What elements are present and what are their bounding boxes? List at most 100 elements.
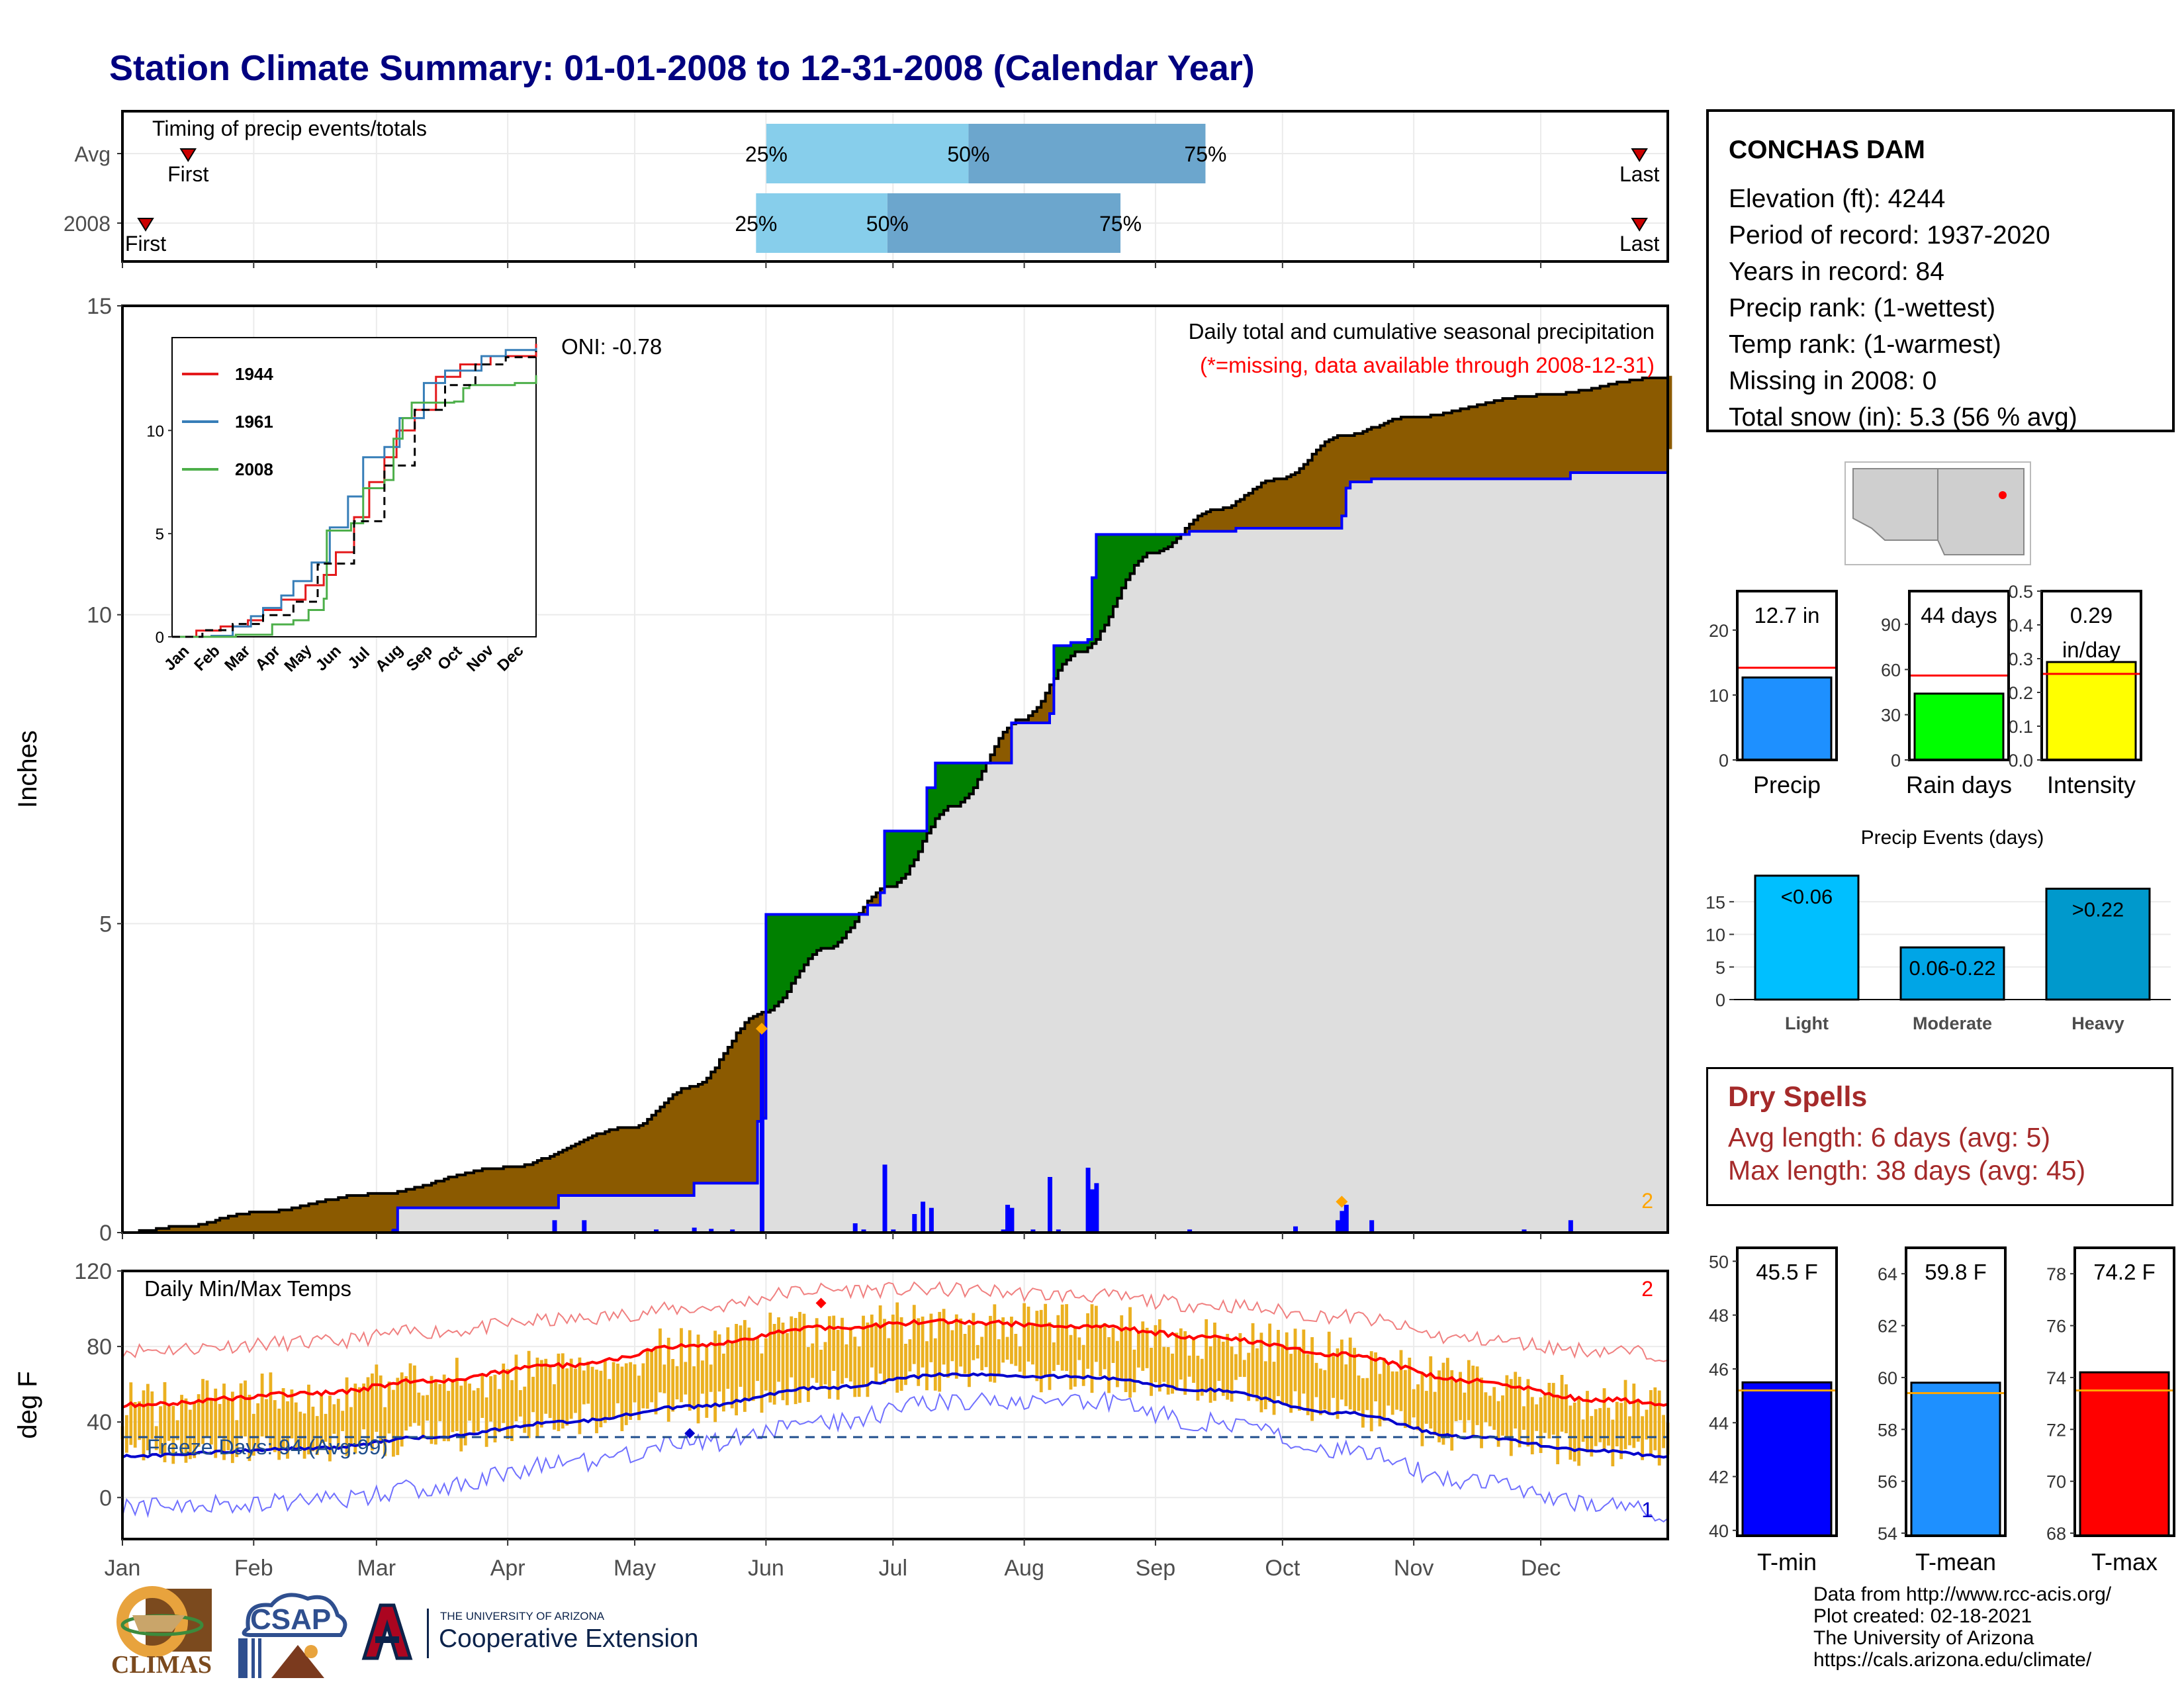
panel-axis-label: Intensity [2047,771,2136,798]
record-max-line [122,1281,1668,1362]
daily-precip-bar [1005,1205,1011,1233]
daily-precip-bar [929,1207,934,1233]
station-name: CONCHAS DAM [1729,136,1925,164]
precip-event-marker [755,1023,768,1035]
avg-cumulative-line [122,375,1669,1234]
small-panel-y-tick-label: 42 [1709,1468,1729,1487]
small-panel-y-tick-label: 60 [1878,1368,1897,1388]
small-panel-y-tick-label: 50 [1709,1252,1729,1272]
small-panel-frame [2073,1246,2175,1537]
small-panel-y-tick-label: 46 [1709,1360,1729,1380]
temp-y-tick-label: 40 [87,1410,112,1435]
timing-bar-q25-q50 [756,193,887,253]
events-y-tick-label: 5 [1715,958,1725,978]
panel-value-label: 44 days [1921,603,1997,628]
event-bar [2045,888,2151,1001]
last-event-marker [1631,218,1648,232]
first-event-marker [179,148,197,162]
precip-y-tick-label: 15 [87,294,112,319]
panel-value-label: 12.7 in [1754,603,1819,628]
small-panel-y-tick-label: 44 [1709,1413,1729,1433]
total-bar [2079,1371,2170,1537]
event-category-label: Moderate [1913,1013,1992,1033]
credit-line: Plot created: 02-18-2021 [1813,1605,2032,1627]
dry-spells-title: Dry Spells [1728,1081,1868,1113]
precip-deficit-area [139,375,1672,1233]
daily-precip-bar [1568,1220,1573,1233]
daily-precip-bar [1369,1220,1375,1233]
daily-precip-bar [882,1164,887,1233]
daily-precip-bar [1048,1177,1052,1233]
ua-divider [427,1609,429,1658]
daily-precip-bar [391,1229,396,1233]
small-panel-frame [1736,590,1838,761]
inset-series-line [172,348,537,638]
panel-value-label: in/day [2062,637,2121,662]
events-y-tick-label: 0 [1715,990,1725,1010]
first-event-label: First [125,232,166,256]
daily-precip-bar [1056,1229,1061,1233]
small-panel-y-tick-label: 58 [1878,1420,1897,1440]
inset-avg-line [172,351,537,638]
precip-y-tick-label: 10 [87,603,112,628]
daily-temp-bars [120,1302,1670,1467]
precip-y-tick-label: 0 [99,1221,112,1246]
timing-q25-label: 25% [745,142,788,166]
dry-spells-avg: Avg length: 6 days (avg: 5) [1728,1122,2050,1152]
panel-axis-label: Precip [1753,771,1821,798]
precip-surplus-area [766,534,1181,1013]
small-panel-y-tick-label: 0 [1719,751,1729,771]
temp-extreme-marker [684,1428,696,1439]
precip-y-tick-label: 5 [99,912,112,937]
month-axis-label: Nov [1394,1556,1433,1581]
credits: Data from http://www.rcc-acis.org/ Plot … [1813,1583,2111,1671]
csap-logo: CSAP [232,1589,351,1685]
month-axis-label: Dec [1521,1556,1561,1581]
timing-q50-label: 50% [866,212,909,236]
daily-precip-bar [1085,1168,1091,1233]
timing-q75-label: 75% [1099,212,1142,236]
climas-logo: CLIMAS [106,1585,218,1685]
event-bar [1899,946,2005,1001]
timing-row-label: Avg [74,142,111,166]
total-bar [1741,1381,1833,1537]
credit-line: Data from http://www.rcc-acis.org/ [1813,1583,2112,1605]
ua-block-a-icon [361,1603,413,1660]
credit-line: https://cals.arizona.edu/climate/ [1813,1649,2092,1671]
daily-precip-bar [921,1201,926,1233]
small-panel-y-tick-label: 0.5 [2008,582,2033,602]
temp-extreme-marker [815,1297,827,1309]
precip-chart-subtitle: (*=missing, data available through 2008-… [1200,353,1655,377]
last-event-marker [1631,148,1648,162]
daily-precip-bar [654,1229,659,1233]
inset-y-tick-label: 0 [156,629,164,647]
page-title: Station Climate Summary: 01-01-2008 to 1… [109,48,1255,88]
small-panel-y-tick-label: 70 [2046,1472,2066,1492]
small-panel-y-tick-label: 56 [1878,1472,1897,1492]
inset-y-tick-label: 5 [156,526,164,543]
daily-precip-bar [1094,1183,1099,1233]
small-panel-frame [1908,590,2010,761]
timing-q75-label: 75% [1184,142,1226,166]
events-y-tick-label: 10 [1706,925,1725,945]
small-panel-y-tick-label: 60 [1881,660,1901,680]
avg-max-line [122,1318,1668,1409]
panel-value-label: 59.8 F [1925,1260,1987,1284]
small-panel-y-tick-label: 54 [1878,1524,1897,1544]
small-panel-frame [1736,1246,1838,1537]
daily-precip-bar [709,1229,714,1233]
temp-corner-bottom: 1 [1641,1498,1653,1522]
month-axis-label: Jul [879,1556,907,1581]
precip-frame [121,305,1669,1234]
inset-frame [171,337,537,637]
total-bar [1910,1382,2001,1537]
total-bar [1913,692,2005,761]
daily-precip-bar [852,1223,858,1233]
month-axis-label: May [614,1556,656,1581]
station-snow: Total snow (in): 5.3 (56 % avg) [1729,403,2077,432]
station-elevation: Elevation (ft): 4244 [1729,185,1946,213]
record-min-line [122,1391,1668,1523]
temp-y-tick-label: 120 [74,1259,112,1284]
